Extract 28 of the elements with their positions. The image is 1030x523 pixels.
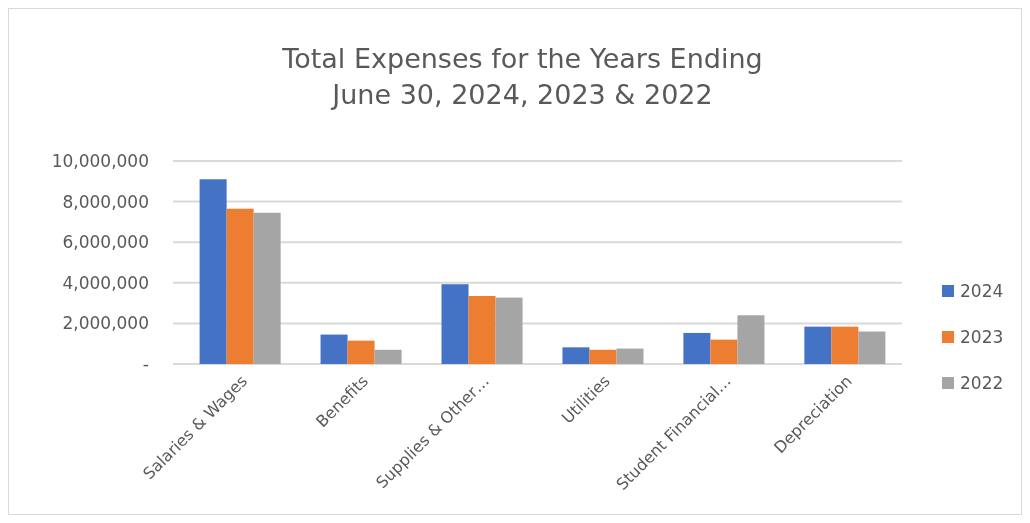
y-tick-label: 10,000,000 [51,150,149,171]
bar [737,315,765,364]
bar [831,326,859,364]
y-tick-label: 4,000,000 [62,272,149,293]
bar [199,179,227,364]
bar [589,349,617,364]
y-tick-label: 6,000,000 [62,232,149,253]
bar [374,349,402,364]
chart-title: Total Expenses for the Years Ending June 30, 2024, 2023 & 2022 [281,43,763,110]
bar [495,297,523,364]
bar [226,208,254,364]
bar [858,331,886,364]
bar [616,348,644,364]
bar [253,212,281,364]
y-tick-label: - [142,353,149,374]
y-tick-label: 8,000,000 [62,191,149,212]
bar [804,326,832,364]
bar [441,284,469,364]
legend-label: 2022 [960,372,1004,393]
bar [562,347,590,364]
bar [468,296,496,364]
bar [683,332,711,364]
bar [347,340,375,364]
legend-label: 2023 [960,326,1004,347]
bar [320,334,348,364]
bar [710,339,738,364]
y-tick-label: 2,000,000 [62,313,149,334]
legend-label: 2024 [960,280,1004,301]
